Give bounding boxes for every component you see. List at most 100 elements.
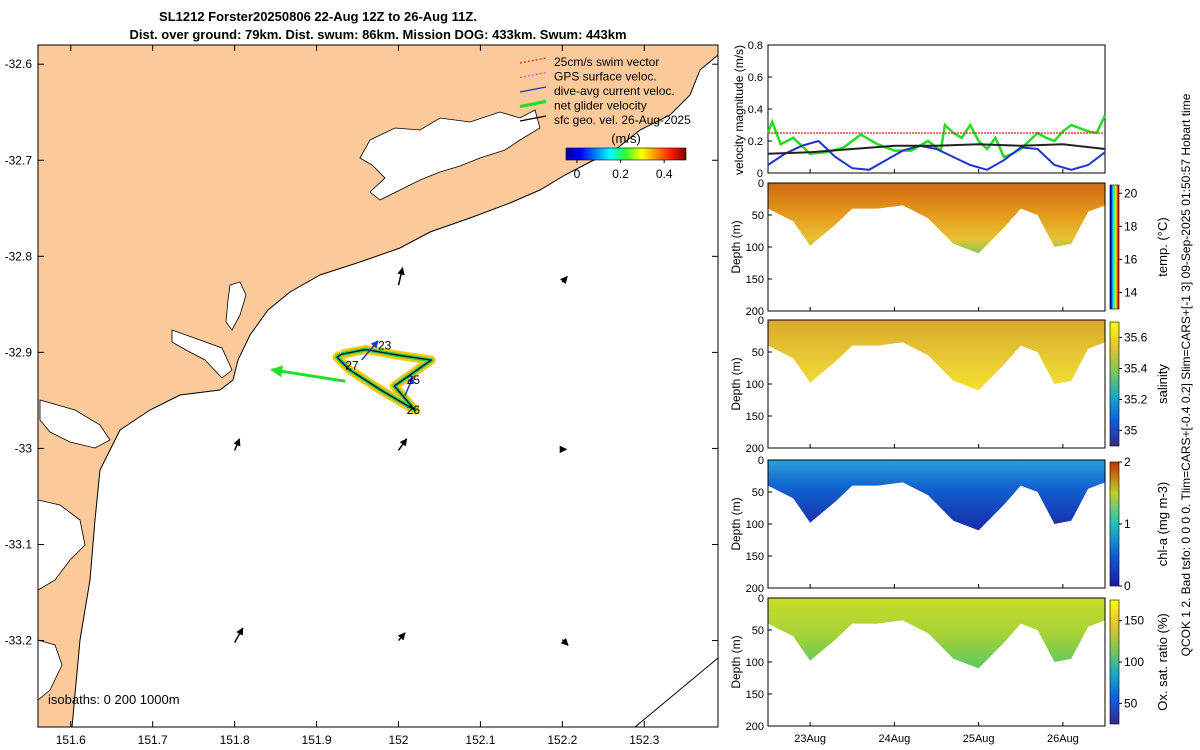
map-frame (37, 44, 719, 728)
date-xtick-label: 26Aug (1047, 733, 1079, 745)
date-xtick-label: 25Aug (963, 733, 995, 745)
colorbar-tick-label: 0 (574, 167, 581, 181)
velocity-ytick-label: 0.8 (748, 40, 763, 52)
figure-title-line1: SL1212 Forster20250806 22-Aug 12Z to 26-… (159, 9, 477, 24)
velocity-ytick-label: 0.4 (748, 104, 763, 116)
geostrophic-arrow (397, 438, 408, 451)
isobath-line (634, 657, 718, 727)
map-ytick-label: -32.7 (5, 153, 33, 167)
track-line (336, 348, 432, 411)
section-ytick-label: 150 (746, 274, 764, 286)
section-colorbar-tick-label: 100 (1124, 655, 1144, 669)
section-ytick-label: 150 (746, 411, 764, 423)
section-ytick-label: 0 (758, 315, 764, 327)
section-colorbar-tick-label: 35.2 (1124, 393, 1148, 407)
section-colorbar-label: chl-a (mg m-3) (1155, 482, 1170, 567)
map-xtick-label: 151.8 (220, 733, 250, 747)
map-xtick-label: 151.9 (302, 733, 332, 747)
coastal-inlet-water (39, 399, 111, 449)
map-axis-ticks: 151.6 151.7 151.8 151.9 152 152.1 152.2 152.3 -3… (5, 45, 718, 747)
section-colorbar-tick-label: 50 (1124, 696, 1138, 710)
section-colorbar-tick-label: 150 (1124, 614, 1144, 628)
map-ytick-label: -33 (15, 441, 33, 455)
geostrophic-arrow (560, 275, 568, 285)
velocity-ytick-label: 0.6 (748, 72, 763, 84)
section-colorbar-label: temp. (°C) (1155, 217, 1170, 276)
section-temperature-field (768, 183, 1105, 254)
map-xtick-label: 152 (388, 733, 408, 747)
section-ytick-label: 200 (746, 306, 764, 318)
date-xtick-label: 24Aug (878, 733, 910, 745)
colorbar-tick-label: 0.2 (612, 167, 629, 181)
section-chlorophyll: 0 50 100 150 200 Depth (m) 0 1 2 chl-a (mg m-3) (729, 455, 1170, 595)
section-colorbar-tick-label: 18 (1124, 219, 1138, 233)
map-xtick-label: 151.6 (56, 733, 86, 747)
section-ytick-label: 100 (746, 519, 764, 531)
day-label: 27 (345, 359, 359, 373)
section-chlorophyll-field (768, 460, 1105, 531)
legend-swatch (519, 71, 547, 79)
section-colorbar-tick-label: 35.6 (1124, 331, 1148, 345)
map-xtick-label: 152.3 (629, 733, 659, 747)
map-ytick-label: -33.2 (5, 634, 33, 648)
section-ytick-label: 50 (752, 487, 764, 499)
velocity-series (766, 114, 1107, 171)
coastal-inlet-water-2 (38, 639, 63, 701)
section-ytick-label: 200 (746, 443, 764, 455)
section-colorbar-tick-label: 20 (1124, 186, 1138, 200)
section-ytick-label: 150 (746, 689, 764, 701)
section-colorbar (1109, 184, 1120, 310)
section-ytick-label: 200 (746, 721, 764, 733)
legend-label: 25cm/s swim vector (554, 55, 659, 69)
net-velocity-arrow (270, 365, 346, 383)
section-ytick-label: 0 (758, 178, 764, 190)
section-ylabel: Depth (m) (729, 220, 743, 273)
section-colorbar-label: salinity (1155, 364, 1170, 404)
port-stephens-water (359, 109, 541, 201)
day-label: 23 (378, 338, 392, 352)
section-ytick-label: 100 (746, 379, 764, 391)
map-xtick-label: 152.1 (465, 733, 495, 747)
dive-current-arrow (404, 375, 415, 396)
section-ylabel: Depth (m) (729, 357, 743, 410)
section-ytick-label: 0 (758, 455, 764, 467)
section-ytick-label: 100 (746, 242, 764, 254)
geostrophic-arrow (397, 267, 405, 286)
velocity-ytick-label: 0 (757, 168, 763, 180)
section-ytick-label: 50 (752, 625, 764, 637)
legend-swatch (519, 57, 547, 64)
speed-colorbar-ticks: 0 0.2 0.4 (574, 160, 673, 181)
section-oxygen-field (768, 598, 1105, 669)
section-ylabel: Depth (m) (729, 635, 743, 688)
legend-label: dive-avg current veloc. (554, 84, 675, 98)
section-ytick-label: 50 (752, 347, 764, 359)
legend-label: sfc geo. vel. 26-Aug-2025 (554, 113, 691, 127)
section-ytick-label: 100 (746, 657, 764, 669)
section-ytick-label: 50 (752, 210, 764, 222)
velocity-ylabel: velocity magnitude (m/s) (732, 45, 746, 175)
legend-swatch (519, 86, 547, 93)
isobaths-label: isobaths: 0 200 1000m (48, 692, 180, 707)
section-colorbar (1109, 461, 1120, 587)
legend-label: GPS surface veloc. (554, 70, 657, 84)
legend-swatch (519, 115, 547, 122)
qc-side-note: QCOK 1 2. Bad tsfo: 0 0 0 0. Tlim=CARS+[… (1179, 93, 1193, 656)
section-ylabel: Depth (m) (729, 497, 743, 550)
land-mass (38, 45, 718, 727)
geostrophic-arrow (560, 637, 569, 646)
map-ytick-label: -32.9 (5, 345, 33, 359)
section-salinity-field (768, 320, 1105, 391)
velocity-axis-ticks: 0 0.2 0.4 0.6 0.8 (748, 40, 1064, 180)
estuary-water (171, 329, 233, 379)
day-label: 26 (407, 403, 421, 417)
map-xtick-label: 151.7 (138, 733, 168, 747)
legend-swatch (519, 100, 547, 108)
colorbar-tick-label: 0.4 (656, 167, 673, 181)
section-colorbar-tick-label: 35 (1124, 424, 1138, 438)
section-colorbar-tick-label: 35.4 (1124, 362, 1148, 376)
map-panel: 151.6 151.7 151.8 151.9 152 152.1 152.2 152.3 -3… (5, 44, 719, 747)
geostrophic-arrow (397, 632, 406, 642)
section-colorbar (1109, 599, 1120, 725)
